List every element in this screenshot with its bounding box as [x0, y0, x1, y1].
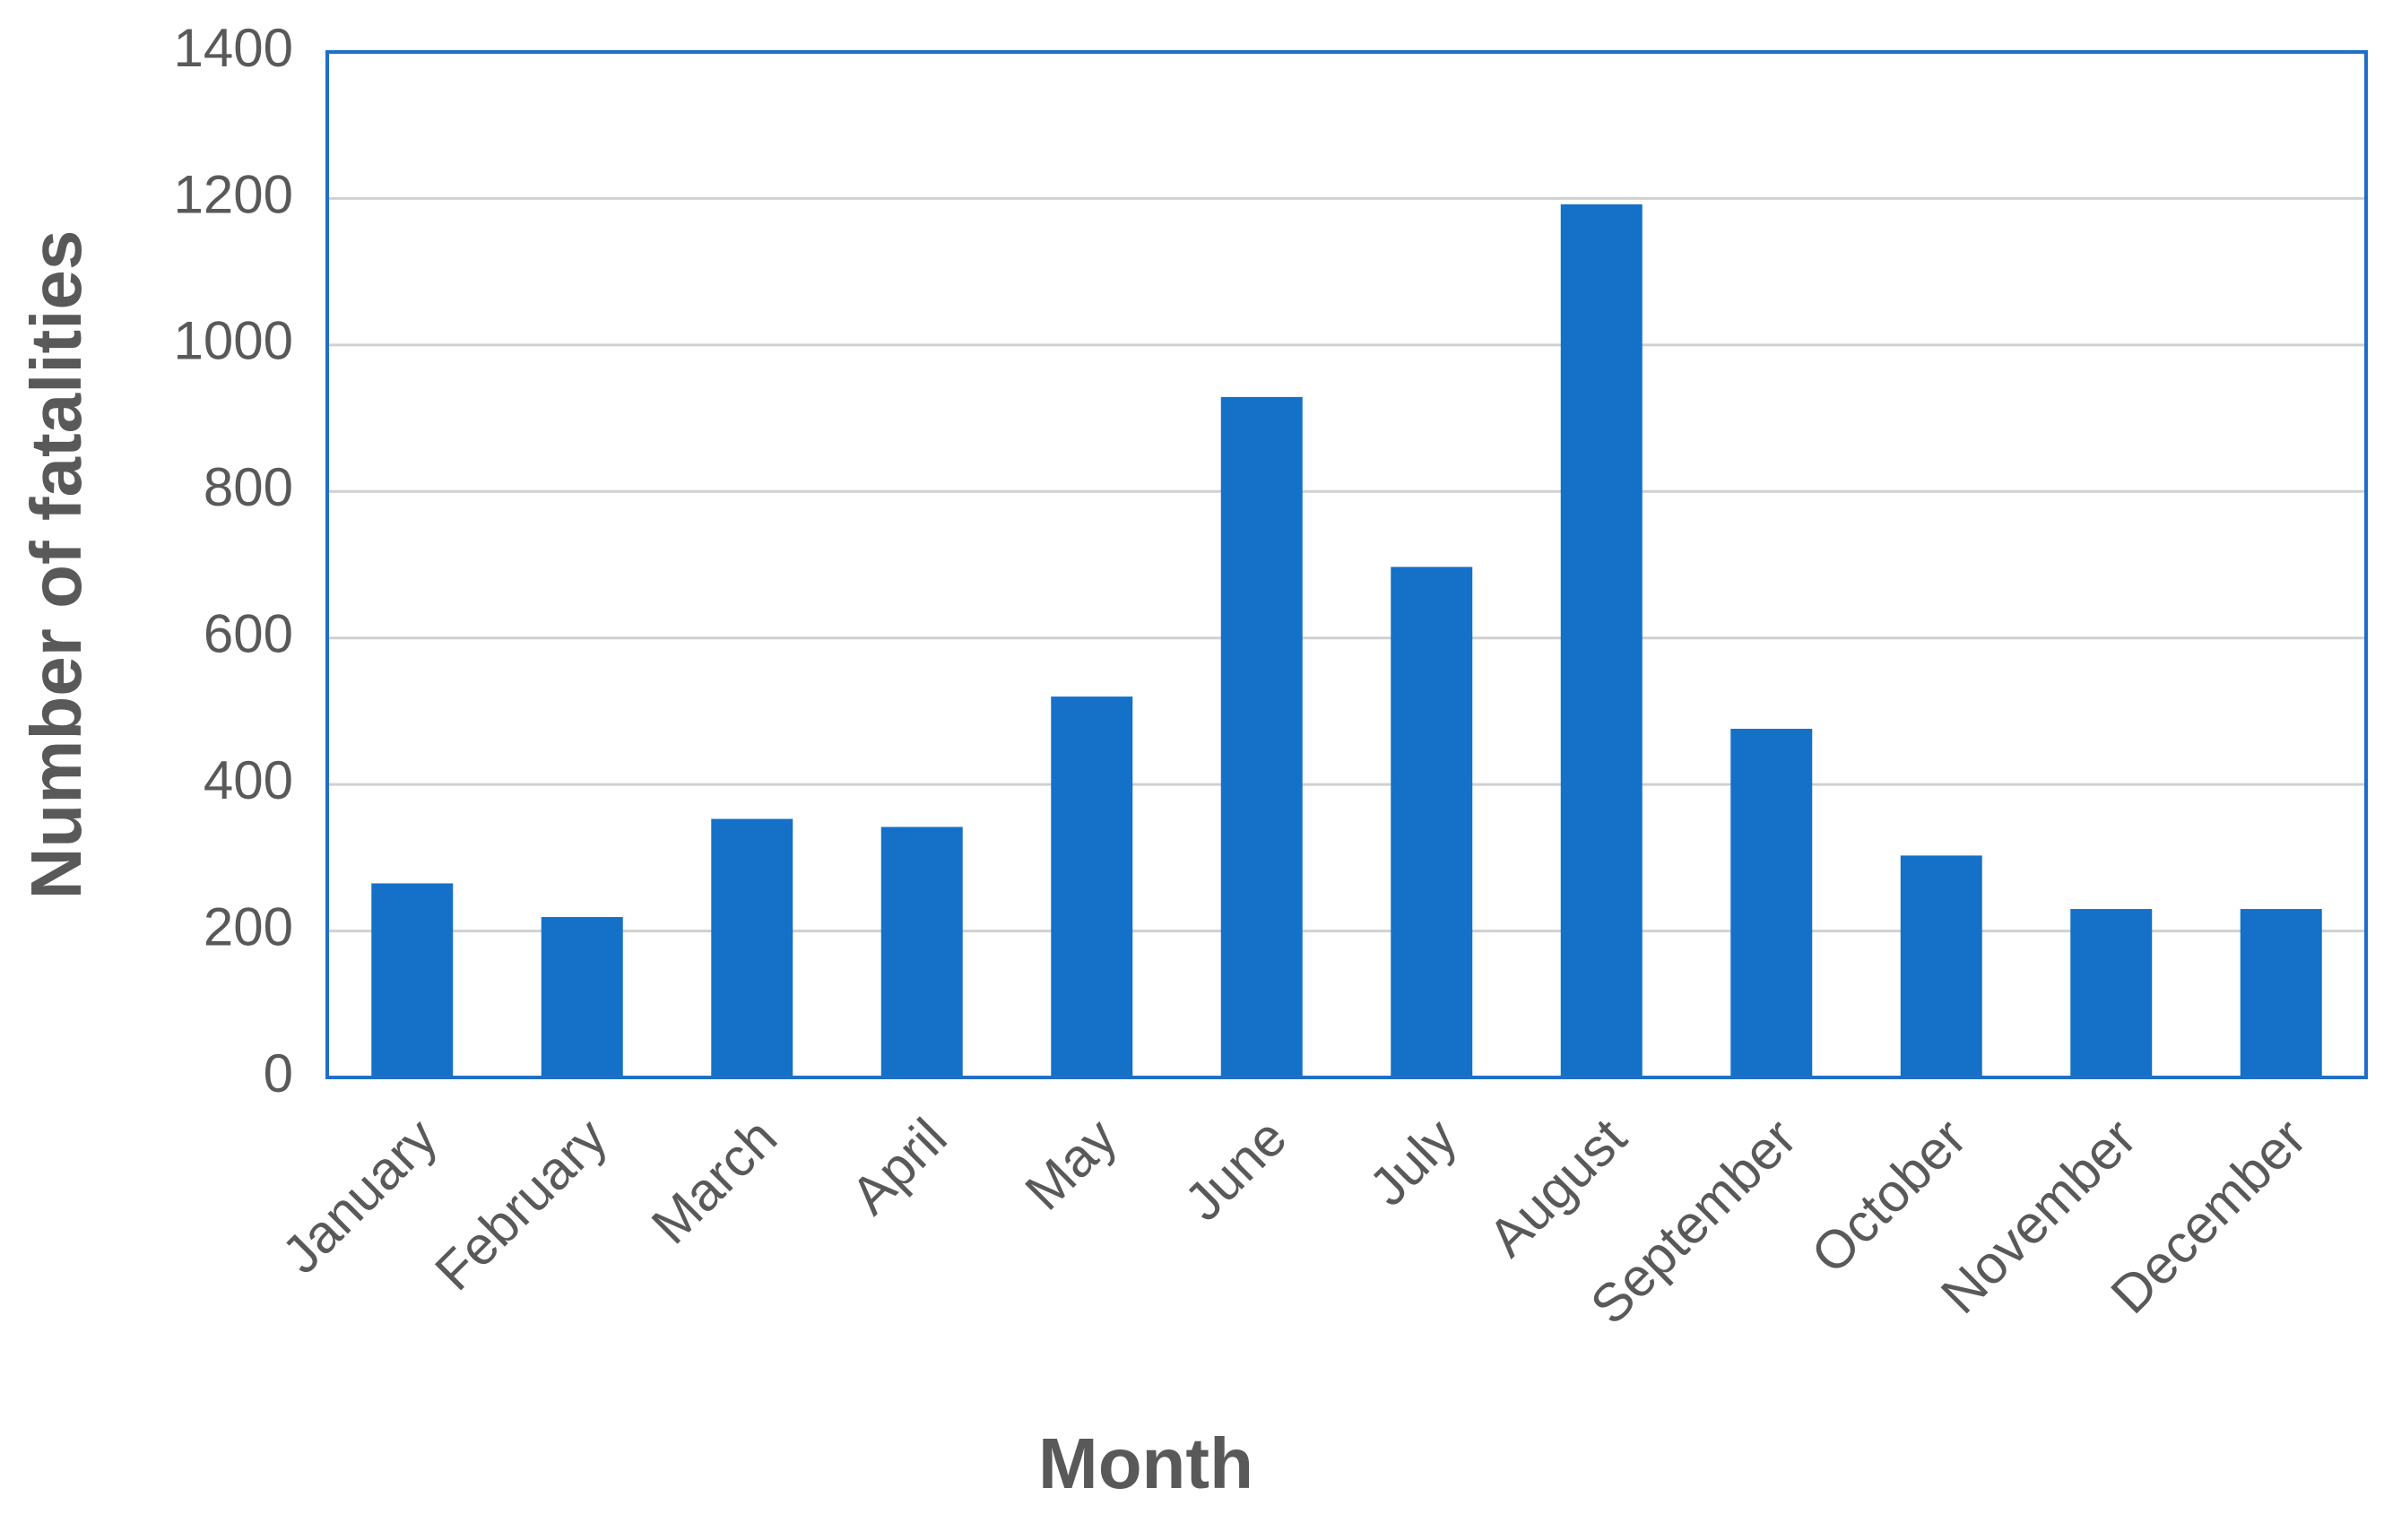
bar [371, 883, 454, 1077]
y-tick-label: 800 [204, 457, 293, 517]
x-tick-label: May [1014, 1107, 1129, 1222]
y-tick-label: 600 [204, 604, 293, 664]
y-axis-title: Number of fatalities [16, 230, 96, 900]
x-tick-label: March [640, 1107, 788, 1255]
bar [1900, 855, 1982, 1077]
x-tick-label: February [423, 1107, 618, 1302]
y-tick-label: 0 [264, 1043, 293, 1103]
y-tick-label: 400 [204, 750, 293, 810]
bar [1730, 729, 1813, 1077]
bar [2070, 909, 2153, 1077]
bar [1391, 567, 1473, 1077]
bar [711, 818, 793, 1077]
bar [1220, 396, 1303, 1078]
x-tick-label: July [1357, 1107, 1468, 1217]
x-tick-label: August [1477, 1107, 1638, 1268]
x-tick-label: January [271, 1107, 448, 1285]
plot-border [325, 50, 2368, 1079]
x-tick-label: June [1173, 1107, 1297, 1232]
y-tick-label: 1400 [174, 18, 293, 78]
y-tick-label: 1000 [174, 311, 293, 371]
bar [541, 917, 623, 1077]
bar [1051, 696, 1133, 1077]
bar [880, 826, 963, 1077]
x-tick-label: October [1799, 1107, 1977, 1285]
x-axis-title: Month [1038, 1423, 1253, 1503]
y-tick-label: 1200 [174, 164, 293, 224]
bar [1560, 203, 1643, 1078]
bar [2240, 909, 2322, 1077]
x-tick-label: April [839, 1107, 958, 1225]
y-tick-label: 200 [204, 896, 293, 956]
